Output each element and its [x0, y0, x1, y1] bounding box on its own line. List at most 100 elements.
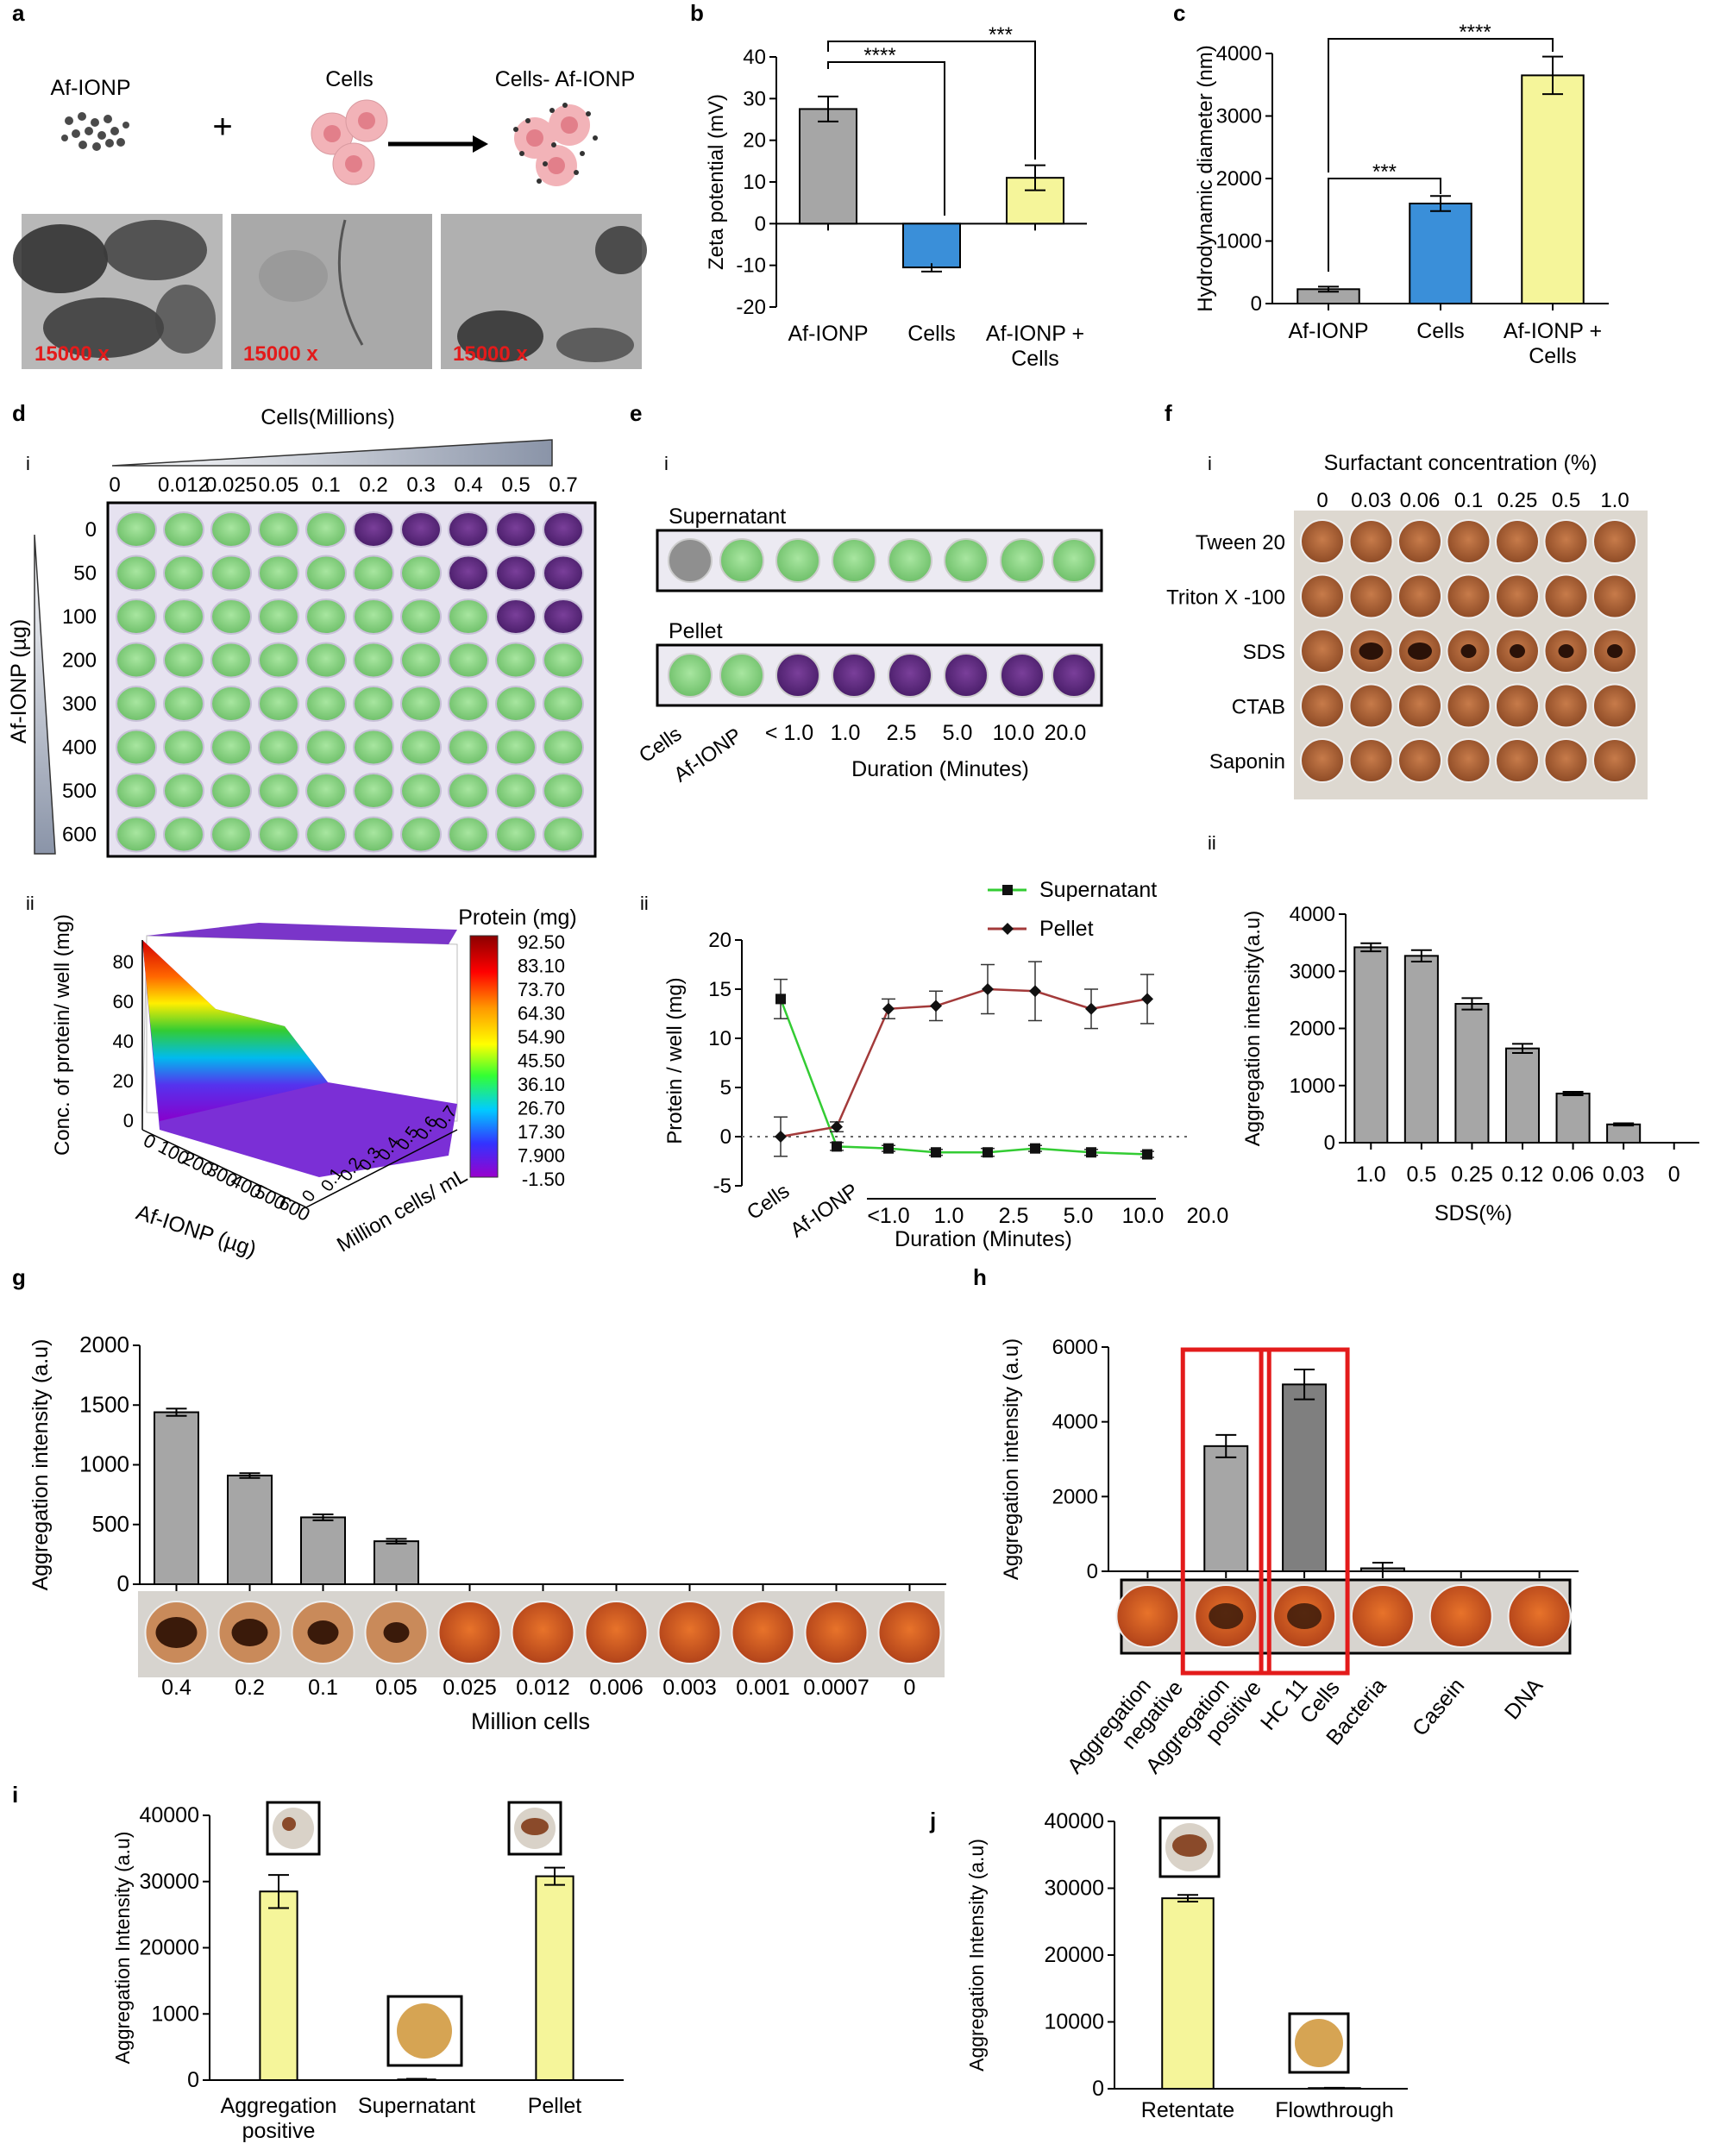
panel-g: g Aggregation intensity (a.u) 0 500 1000 15…	[12, 1264, 946, 1734]
panel-e-ii-label: ii	[640, 893, 649, 914]
panel-b: b Zeta potential (mV) -20 -10 0 10 20 30 40 Af-…	[690, 0, 1087, 371]
surfactant-column-labels: 0 0.03 0.06 0.1 0.25 0.5 1.0	[1316, 489, 1629, 512]
y-tick-label: 2000	[1216, 167, 1262, 191]
aggregate-spot	[1510, 644, 1525, 658]
surfactant-well	[1495, 683, 1540, 729]
plate-column-label: 0.4	[454, 473, 482, 497]
x-tick-label: Cells	[743, 1179, 794, 1225]
panel-h-x-label: Casein	[1408, 1674, 1469, 1741]
panel-h-x-labels: AggregationnegativeAggregationpositiveHC…	[1063, 1659, 1548, 1795]
y-tick-label: 6000	[1052, 1336, 1098, 1359]
plate-well	[495, 816, 537, 853]
plate-row-labels: 0 50 100 200 300 400 500 600	[62, 518, 97, 847]
legend-value: 36.10	[518, 1074, 565, 1095]
x-tick-label: Cells	[907, 322, 956, 346]
surfactant-well	[1348, 738, 1394, 783]
surfactant-well	[1300, 738, 1345, 783]
significance-label: ***	[1372, 160, 1397, 184]
x-tick-label: Af-IONP + Cells	[986, 322, 1084, 371]
surfactant-well	[1495, 573, 1540, 619]
legend-value: 64.30	[518, 1003, 565, 1025]
data-point-square	[1142, 1149, 1152, 1160]
plate-well	[543, 729, 584, 766]
bar	[1409, 203, 1472, 304]
surfactant-well	[1543, 519, 1589, 564]
panel-f-ylabel: Aggregation intensity(a.u)	[1241, 911, 1265, 1147]
surfactant-well	[1397, 519, 1442, 564]
panel-g-x-label: 0.012	[516, 1676, 570, 1700]
panel-c: c Hydrodynamic diameter (nm) 0 1000 2000 30…	[1173, 0, 1609, 368]
panel-f-i: f i Surfactant concentration (%) 0 0.03 0.…	[1165, 400, 1648, 799]
pellet-well	[719, 653, 764, 698]
surfactant-row-label: Saponin	[1209, 750, 1285, 774]
y-tick-label: 1500	[79, 1391, 129, 1417]
panel-i-ylabel: Aggregation Intensity (a.u)	[111, 1832, 134, 2065]
aggregate-spot	[1359, 642, 1384, 660]
panel-g-x-label: 0.4	[161, 1676, 191, 1700]
duration-label: 1.0	[831, 721, 861, 745]
panel-h-well	[1350, 1584, 1415, 1648]
plate-well	[305, 686, 347, 722]
plate-well	[495, 599, 537, 635]
plate-well	[448, 511, 489, 548]
plate-well	[163, 816, 204, 853]
x-tick-label: Retentate	[1141, 2098, 1234, 2122]
aggregate-spot	[383, 1622, 410, 1643]
cells-icon	[311, 99, 388, 185]
plate-well	[400, 686, 442, 722]
plate-well	[163, 773, 204, 809]
plate-well	[305, 773, 347, 809]
supernatant-well	[719, 538, 764, 583]
surfactant-well	[1446, 683, 1491, 729]
data-point-diamond	[1085, 1002, 1097, 1015]
surfactant-well	[1543, 573, 1589, 619]
panel-j-x-labels: Retentate Flowthrough	[1141, 2098, 1394, 2122]
y-tick-label: 0	[720, 1125, 731, 1149]
surfactant-row-label: Tween 20	[1196, 531, 1285, 555]
panel-e-ii: ii Protein / well (mg) -5 0 5 10 15 20 CellsAf…	[640, 878, 1228, 1251]
panel-g-well	[584, 1601, 649, 1664]
data-point-diamond	[930, 1000, 942, 1012]
surfactant-row-label: SDS	[1243, 641, 1285, 664]
af-ionp-gradient-wedge-icon	[34, 534, 56, 855]
plate-column-label: 0.2	[359, 473, 387, 497]
panel-g-well	[731, 1601, 795, 1664]
magnification-label: 15000 x	[35, 342, 110, 366]
plate-well	[543, 773, 584, 809]
protein-legend-title: Protein (mg)	[458, 906, 577, 930]
x-tick-label: Af-IONP + Cells	[1504, 319, 1602, 368]
legend-marker	[1002, 885, 1013, 895]
surfactant-column-label: 0.5	[1552, 489, 1580, 512]
bar	[300, 1516, 346, 1585]
plate-row-label: 300	[62, 693, 97, 716]
panel-e-letter: e	[630, 400, 642, 426]
panel-h-well	[1115, 1584, 1180, 1648]
panel-c-ylabel: Hydrodynamic diameter (nm)	[1194, 45, 1217, 311]
surfactant-well	[1348, 573, 1394, 619]
protein-color-bar	[469, 935, 499, 1178]
plate-well	[116, 816, 157, 853]
plate-well	[495, 642, 537, 679]
supernatant-well	[668, 538, 713, 583]
aggregate-spot	[1209, 1603, 1244, 1629]
surfactant-well	[1592, 519, 1637, 564]
x-tick-label: <1.0	[867, 1204, 909, 1228]
x-tick-label: Af-IONP	[788, 322, 868, 346]
plate-well	[305, 729, 347, 766]
plate-well	[353, 511, 394, 548]
x-tick-label: Flowthrough	[1275, 2098, 1394, 2122]
panel-i-well-thumbnails	[266, 1801, 562, 2067]
y-tick-label: 40000	[1044, 1809, 1104, 1833]
x-tick-label: 0	[1668, 1163, 1680, 1187]
well-plate-grid	[116, 511, 584, 853]
legend-value: 17.30	[518, 1121, 565, 1143]
plate-well	[353, 555, 394, 592]
panel-h-x-label: Aggregationnegative	[1063, 1659, 1188, 1795]
data-point-diamond	[831, 1120, 843, 1133]
pellet-well	[775, 653, 820, 698]
y-tick-label: 3000	[1290, 960, 1335, 983]
x-tick-label: 1.0	[934, 1204, 964, 1228]
nanoparticle-cluster-icon	[61, 112, 129, 151]
surfactant-well	[1495, 738, 1540, 783]
significance-bracket	[1328, 178, 1441, 272]
